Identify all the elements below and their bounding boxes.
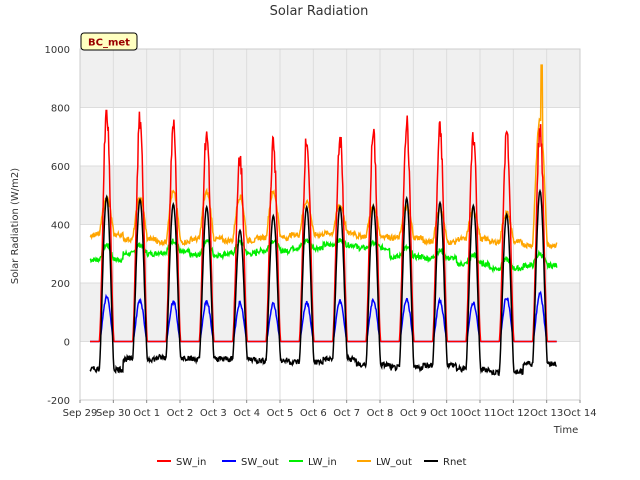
chart-title: Solar Radiation: [270, 4, 369, 19]
x-tick-label: Oct 11: [463, 408, 496, 419]
legend-label: SW_out: [241, 457, 279, 468]
series-line-rnet: [89, 188, 557, 377]
y-tick-label: 800: [51, 104, 70, 115]
y-tick-label: 600: [51, 162, 70, 173]
plot-band: [80, 49, 580, 108]
y-axis-title: Solar Radiation (W/m2): [10, 168, 21, 284]
plot-band: [80, 283, 580, 342]
x-tick-label: Oct 6: [300, 408, 327, 419]
plot-bands: [80, 49, 580, 342]
y-axis-ticks: -200 0 200 400 600 800 1000: [45, 45, 70, 407]
y-tick-label: 400: [51, 221, 70, 232]
x-axis-title: Time: [553, 425, 578, 436]
legend-label: SW_in: [176, 457, 206, 468]
legend-label: LW_out: [376, 457, 412, 468]
x-tick-label: Oct 10: [430, 408, 463, 419]
x-tick-label: Oct 7: [333, 408, 360, 419]
series-line-lw-in: [89, 237, 558, 274]
x-tick-label: Oct 1: [133, 408, 160, 419]
legend-label: Rnet: [443, 457, 466, 468]
y-tick-label: 1000: [45, 45, 70, 56]
series-lines: [89, 64, 558, 377]
x-tick-label: Oct 5: [267, 408, 294, 419]
legend-label: LW_in: [308, 457, 337, 468]
site-badge-box: [80, 32, 138, 51]
x-tick-label: Oct 4: [233, 408, 260, 419]
plot-band: [80, 166, 580, 225]
x-tick-label: Oct 8: [367, 408, 394, 419]
legend: SW_in SW_out LW_in LW_out Rnet: [157, 457, 466, 468]
y-tick-label: 0: [64, 338, 70, 349]
site-badge: BC_met: [80, 32, 138, 51]
x-tick-label: Oct 3: [200, 408, 227, 419]
site-badge-label: BC_met: [88, 38, 130, 49]
series-line-lw-out: [89, 64, 558, 250]
x-tick-label: Oct 12: [497, 408, 530, 419]
plot-border: [79, 48, 581, 401]
x-tick-label: Oct 9: [400, 408, 427, 419]
x-tick-label: Oct 2: [167, 408, 194, 419]
x-tick-label: Sep 30: [96, 408, 131, 419]
x-tick-label: Oct 13: [530, 408, 563, 419]
y-tick-label: -200: [47, 396, 70, 407]
x-tick-label: Sep 29: [63, 408, 98, 419]
y-tick-label: 200: [51, 279, 70, 290]
x-tick-label: Oct 14: [563, 408, 596, 419]
